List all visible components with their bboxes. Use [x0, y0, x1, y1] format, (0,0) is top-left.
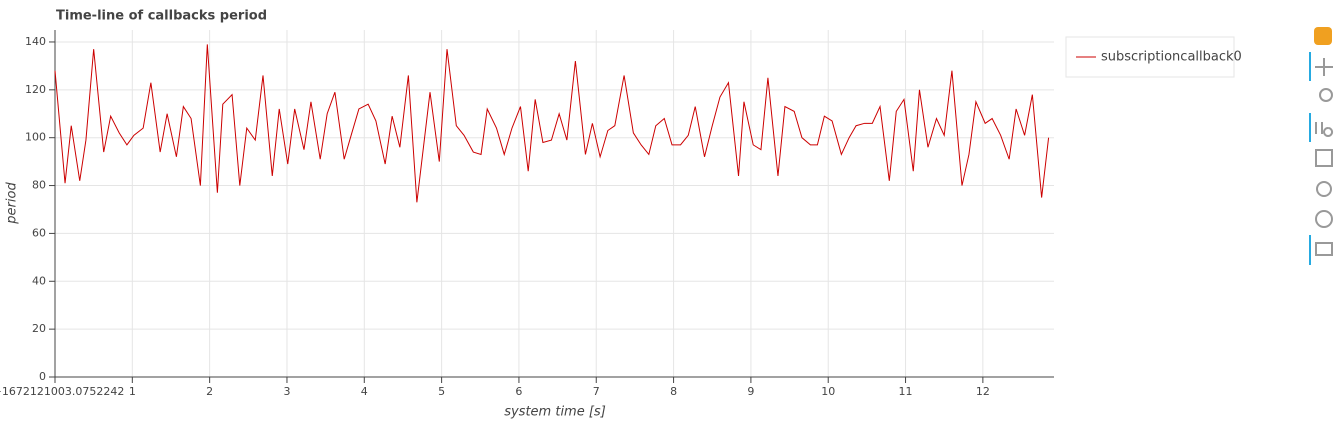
hover-tool[interactable] — [1315, 242, 1333, 256]
x-tick-label: 2 — [206, 385, 213, 398]
y-tick-label: 100 — [25, 131, 46, 144]
reset-tool[interactable] — [1316, 181, 1332, 197]
y-tick-label: 140 — [25, 35, 46, 48]
save-tool[interactable] — [1315, 149, 1333, 167]
x-tick-label: 11 — [899, 385, 913, 398]
bokeh-logo[interactable] — [1314, 27, 1332, 45]
pan-tool[interactable] — [1315, 58, 1333, 76]
series-line — [54, 44, 1050, 203]
x-tick-label: 4 — [361, 385, 368, 398]
x-tick-label: 3 — [283, 385, 290, 398]
y-tick-label: 20 — [32, 322, 46, 335]
help-tool[interactable] — [1315, 210, 1333, 228]
legend-label: subscriptioncallback0 — [1101, 50, 1242, 65]
x-tick-label: 8 — [670, 385, 677, 398]
x-tick-label: 6 — [515, 385, 522, 398]
y-tick-label: 0 — [39, 370, 46, 383]
toolbar — [1309, 27, 1334, 265]
y-tick-label: 40 — [32, 274, 46, 287]
x-tick-label: 1 — [129, 385, 136, 398]
x-tick-label: 9 — [747, 385, 754, 398]
zoom-tool[interactable] — [1319, 88, 1333, 102]
y-tick-label: 80 — [32, 179, 46, 192]
chart-title: Time-line of callbacks period — [56, 9, 267, 24]
x-axis-label: system time [s] — [504, 405, 606, 420]
y-axis-label: period — [5, 182, 20, 225]
x-tick-label: 0+1672121003.0752242 — [0, 385, 124, 398]
y-tick-label: 60 — [32, 226, 46, 239]
y-tick-label: 120 — [25, 83, 46, 96]
x-tick-label: 7 — [593, 385, 600, 398]
x-tick-label: 10 — [821, 385, 835, 398]
x-tick-label: 5 — [438, 385, 445, 398]
wheel-zoom-tool[interactable] — [1315, 122, 1334, 137]
x-tick-label: 12 — [976, 385, 990, 398]
